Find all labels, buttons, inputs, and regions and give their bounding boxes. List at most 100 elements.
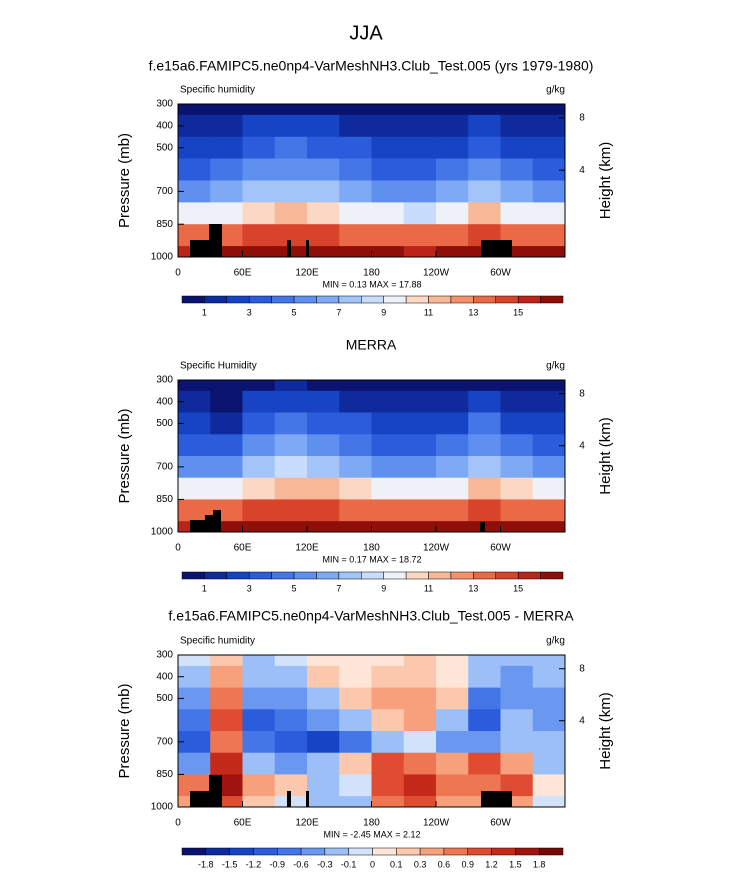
colorbar-box [473, 295, 497, 304]
colorbar-label: 11 [424, 307, 433, 317]
contour-cell [532, 796, 566, 808]
contour-cell [210, 796, 243, 808]
colorbar-box [443, 847, 468, 856]
colorbar-label: 0.3 [414, 859, 427, 869]
contour-cell [403, 499, 437, 522]
contour-cell [242, 709, 276, 732]
contour-cell [532, 655, 566, 667]
contour-cell [242, 796, 276, 808]
contour-cell [274, 202, 308, 225]
contour-cell [210, 202, 243, 225]
colorbar-label: 7 [336, 307, 341, 317]
contour-cell [307, 709, 340, 732]
contour-cell [468, 731, 501, 754]
contour-cell [403, 412, 437, 435]
colorbar-label: -0.1 [341, 859, 357, 869]
contour-cell [307, 665, 340, 688]
contour-cell [371, 456, 405, 479]
y2-axis-label: Height (km) [597, 142, 614, 220]
contour-cell [242, 380, 276, 392]
contour-cell [274, 687, 308, 710]
contour-cell [178, 709, 211, 732]
contour-cell [436, 246, 469, 258]
x-tick-label: 180 [363, 543, 380, 554]
colorbar-label: -1.2 [246, 859, 262, 869]
left-label: Specific humidity [180, 85, 255, 96]
contour-cell [436, 687, 469, 710]
colorbar-label: 1 [202, 583, 207, 593]
x-tick-label: 60W [490, 543, 511, 554]
colorbar-label: -1.5 [222, 859, 238, 869]
contour-cell [210, 104, 243, 116]
contour-cell [339, 136, 372, 159]
contour-cell [371, 104, 405, 116]
y-tick-label: 400 [156, 396, 173, 407]
contour-cell [339, 655, 372, 667]
contour-cell [307, 752, 340, 775]
contour-cell [242, 665, 276, 688]
colorbar-box [495, 571, 519, 580]
colorbar-box [405, 295, 429, 304]
contour-cell [403, 114, 437, 138]
colorbar-box [271, 295, 295, 304]
y-tick-label: 500 [156, 142, 173, 153]
contour-cell [500, 114, 534, 138]
contour-cell [468, 499, 501, 522]
contour-cell [210, 158, 243, 181]
colorbar-box [467, 847, 492, 856]
contour-cell [532, 499, 566, 522]
contour-cell [242, 202, 276, 225]
contour-cell [436, 202, 469, 225]
contour-field [178, 655, 566, 808]
contour-cell [403, 136, 437, 159]
contour-cell [242, 180, 276, 203]
y-tick-label: 500 [156, 693, 173, 704]
contour-cell [178, 380, 211, 392]
colorbar-label: -1.8 [198, 859, 214, 869]
contour-cell [307, 158, 340, 181]
colorbar-label: 3 [247, 583, 252, 593]
contour-cell [500, 158, 534, 181]
colorbar-box [396, 847, 421, 856]
contour-cell [468, 390, 501, 413]
contour-cell [371, 136, 405, 159]
contour-cell [468, 412, 501, 435]
contour-cell [371, 477, 405, 500]
contour-cell [242, 521, 276, 533]
contour-cell [436, 412, 469, 435]
contour-cell [403, 709, 437, 732]
colorbar-box [473, 571, 497, 580]
contour-cell [436, 434, 469, 457]
contour-cell [210, 477, 243, 500]
x-tick-label: 180 [363, 268, 380, 279]
colorbar-box [293, 295, 317, 304]
colorbar-label: 1.2 [485, 859, 498, 869]
contour-cell [532, 477, 566, 500]
contour-cell [242, 390, 276, 413]
contour-cell [500, 752, 534, 775]
contour-cell [532, 390, 566, 413]
colorbar-box [517, 571, 541, 580]
contour-cell [242, 104, 276, 116]
contour-cell [274, 158, 308, 181]
contour-cell [468, 752, 501, 775]
contour-cell [500, 456, 534, 479]
colorbar-box [338, 571, 362, 580]
contour-cell [242, 434, 276, 457]
contour-cell [210, 655, 243, 667]
contour-cell [274, 390, 308, 413]
contour-cell [339, 665, 372, 688]
contour-cell [210, 390, 243, 413]
contour-cell [403, 477, 437, 500]
colorbar-box [540, 295, 564, 304]
stats: MIN = -2.45 MAX = 2.12 [323, 829, 420, 839]
contour-cell [532, 687, 566, 710]
contour-cell [274, 655, 308, 667]
contour-cell [339, 796, 372, 808]
contour-cell [178, 202, 211, 225]
colorbar-box [405, 571, 429, 580]
contour-cell [468, 477, 501, 500]
y2-axis-label: Height (km) [597, 417, 614, 495]
contour-cell [210, 380, 243, 392]
contour-cell [242, 752, 276, 775]
